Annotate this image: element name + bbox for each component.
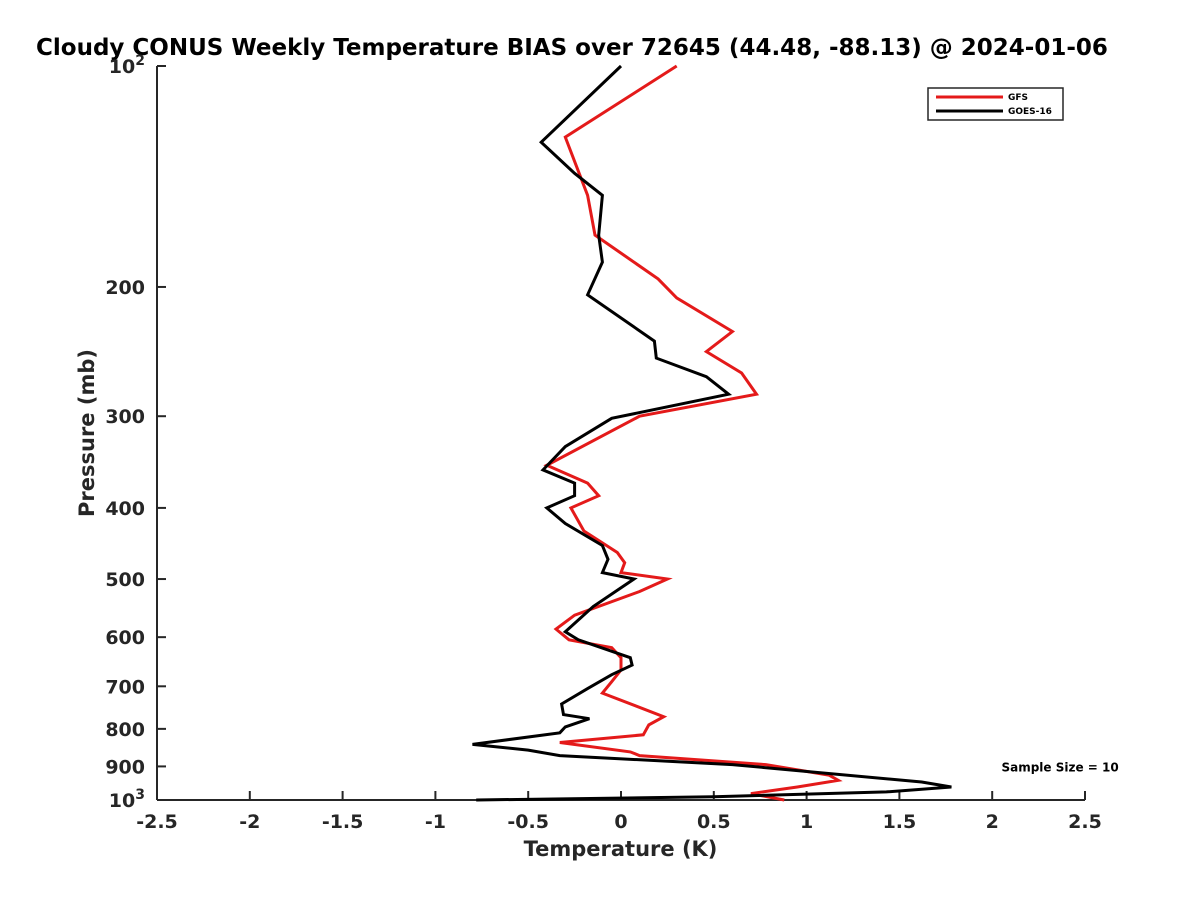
x-tick-label: 1.5 xyxy=(883,811,917,833)
y-tick-label: 600 xyxy=(105,627,145,649)
x-tick-label: 2 xyxy=(986,811,999,833)
y-tick-label: 900 xyxy=(105,756,145,778)
x-tick-label: -2 xyxy=(239,811,260,833)
series-line-gfs xyxy=(543,64,843,802)
x-tick-label: 0 xyxy=(614,811,627,833)
x-tick-label: 0.5 xyxy=(697,811,731,833)
x-tick-label: 2.5 xyxy=(1068,811,1102,833)
y-tick-label: 700 xyxy=(105,676,145,698)
y-tick-label: 102 xyxy=(109,53,145,78)
y-tick-label: 500 xyxy=(105,569,145,591)
x-tick-label: -1.5 xyxy=(322,811,364,833)
y-tick-label: 300 xyxy=(105,406,145,428)
x-tick-label: -0.5 xyxy=(507,811,549,833)
series-line-goes-16 xyxy=(472,64,952,802)
x-axis-label: Temperature (K) xyxy=(524,837,718,861)
x-tick-label: -2.5 xyxy=(136,811,178,833)
legend-box xyxy=(927,87,1064,121)
x-tick-label: 1 xyxy=(800,811,813,833)
y-tick-label: 103 xyxy=(109,787,145,812)
y-axis-label: Pressure (mb) xyxy=(75,349,99,517)
legend-entry: GOES-16 xyxy=(1008,107,1052,117)
plot-area: -2.5 -2 -1.5 -1 -0.5 0 0.5 1 1.5 2 2.5 102 200 300 400… xyxy=(105,53,1118,833)
x-tick-label: -1 xyxy=(425,811,446,833)
legend-entry: GFS xyxy=(1008,93,1028,103)
sample-size-annotation: Sample Size = 10 xyxy=(1001,760,1118,774)
chart-title: Cloudy CONUS Weekly Temperature BIAS ove… xyxy=(36,35,1108,61)
y-tick-label: 200 xyxy=(105,277,145,299)
y-tick-label: 800 xyxy=(105,719,145,741)
y-tick-label: 400 xyxy=(105,498,145,520)
